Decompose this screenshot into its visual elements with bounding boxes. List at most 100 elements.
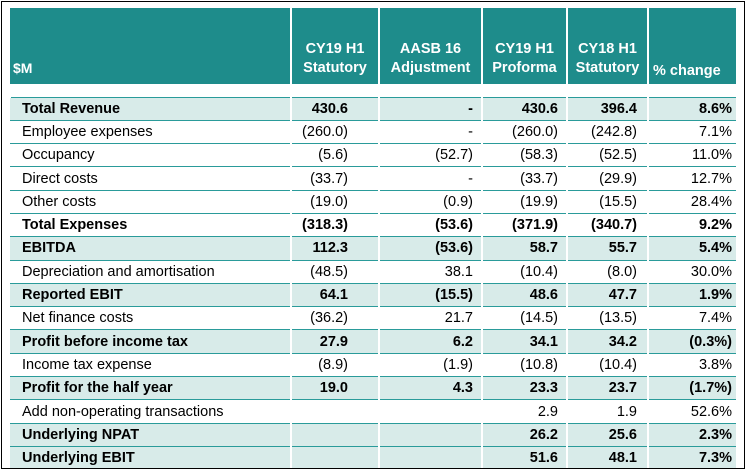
pct-change-value: 52.6% bbox=[647, 399, 736, 424]
row-label: Reported EBIT bbox=[10, 283, 291, 308]
cy19-statutory-value: (8.9) bbox=[290, 353, 379, 378]
row-label: Direct costs bbox=[10, 166, 291, 191]
table-row: Net finance costs (36.2) 21.7 (14.5) (13.5) 7… bbox=[10, 306, 736, 331]
cy19-proforma-value: 48.6 bbox=[481, 283, 567, 308]
cy19-proforma-value: (58.3) bbox=[481, 143, 567, 168]
header-cy18-statutory: CY18 H1 Statutory bbox=[566, 8, 648, 84]
aasb16-adjustment-value: 21.7 bbox=[378, 306, 482, 331]
cy19-statutory-value: 19.0 bbox=[290, 376, 379, 401]
cy19-proforma-value: (33.7) bbox=[481, 166, 567, 191]
row-label: Underlying EBIT bbox=[10, 446, 291, 468]
cy19-statutory-value bbox=[290, 446, 379, 468]
aasb16-adjustment-value: (15.5) bbox=[378, 283, 482, 308]
cy19-statutory-value: (260.0) bbox=[290, 120, 379, 145]
cy19-proforma-value: (260.0) bbox=[481, 120, 567, 145]
cy19-statutory-value: 430.6 bbox=[290, 96, 379, 121]
table-row: Employee expenses (260.0) - (260.0) (242.8) 7… bbox=[10, 120, 736, 145]
table-row: Profit for the half year 19.0 4.3 23.3 23.7(… bbox=[10, 376, 736, 401]
pct-change-value: 11.0% bbox=[647, 143, 736, 168]
header-cy19-statutory: CY19 H1 Statutory bbox=[290, 8, 379, 84]
cy18-statutory-value: (13.5) bbox=[566, 306, 648, 331]
cy19-proforma-value: (10.4) bbox=[481, 260, 567, 284]
cy18-statutory-value: 34.2 bbox=[566, 329, 648, 354]
cy19-proforma-value: (19.9) bbox=[481, 190, 567, 214]
row-label: Net finance costs bbox=[10, 306, 291, 331]
header-label: $M bbox=[10, 8, 291, 84]
table-row: Total Revenue 430.6-430.6 396.4 8.6% bbox=[10, 96, 736, 121]
row-label: Other costs bbox=[10, 190, 291, 214]
row-label: Depreciation and amortisation bbox=[10, 260, 291, 284]
table-row: Depreciation and amortisation (48.5) 38.1(… bbox=[10, 260, 736, 284]
aasb16-adjustment-value: (53.6) bbox=[378, 236, 482, 261]
aasb16-adjustment-value: (53.6) bbox=[378, 213, 482, 238]
cy19-statutory-value: (48.5) bbox=[290, 260, 379, 284]
cy18-statutory-value: (52.5) bbox=[566, 143, 648, 168]
aasb16-adjustment-value: - bbox=[378, 120, 482, 145]
table-row: Reported EBIT 64.1 (15.5) 48.6 47.7 1.9% bbox=[10, 283, 736, 308]
row-label: Profit for the half year bbox=[10, 376, 291, 401]
cy18-statutory-value: 47.7 bbox=[566, 283, 648, 308]
cy19-proforma-value: 58.7 bbox=[481, 236, 567, 261]
cy18-statutory-value: 1.9 bbox=[566, 399, 648, 424]
header-aasb16-adjustment: AASB 16 Adjustment bbox=[378, 8, 482, 84]
aasb16-adjustment-value bbox=[378, 423, 482, 447]
cy19-proforma-value: (10.8) bbox=[481, 353, 567, 378]
pct-change-value: 2.3% bbox=[647, 423, 736, 447]
table-row: Add non-operating transactions 2.9 1.9 52.6… bbox=[10, 399, 736, 424]
cy18-statutory-value: (340.7) bbox=[566, 213, 648, 238]
cy19-proforma-value: (371.9) bbox=[481, 213, 567, 238]
cy19-statutory-value bbox=[290, 399, 379, 424]
aasb16-adjustment-value: (1.9) bbox=[378, 353, 482, 378]
cy18-statutory-value: 23.7 bbox=[566, 376, 648, 401]
table-row: Underlying NPAT 26.2 25.6 2.3% bbox=[10, 423, 736, 447]
aasb16-adjustment-value: (52.7) bbox=[378, 143, 482, 168]
pct-change-value: 1.9% bbox=[647, 283, 736, 308]
cy19-statutory-value: (19.0) bbox=[290, 190, 379, 214]
cy19-statutory-value: (318.3) bbox=[290, 213, 379, 238]
cy19-statutory-value bbox=[290, 423, 379, 447]
pct-change-value: 3.8% bbox=[647, 353, 736, 378]
cy18-statutory-value: 396.4 bbox=[566, 96, 648, 121]
cy18-statutory-value: 48.1 bbox=[566, 446, 648, 468]
row-label: Employee expenses bbox=[10, 120, 291, 145]
cy19-statutory-value: 112.3 bbox=[290, 236, 379, 261]
cy18-statutory-value: (15.5) bbox=[566, 190, 648, 214]
aasb16-adjustment-value: - bbox=[378, 96, 482, 121]
table-row: Other costs (19.0) (0.9) (19.9) (15.5) 28.4% bbox=[10, 190, 736, 214]
header-cy19-proforma: CY19 H1 Proforma bbox=[481, 8, 567, 84]
cy19-statutory-value: (5.6) bbox=[290, 143, 379, 168]
pct-change-value: 5.4% bbox=[647, 236, 736, 261]
row-label: Occupancy bbox=[10, 143, 291, 168]
cy19-proforma-value: 430.6 bbox=[481, 96, 567, 121]
pct-change-value: 9.2% bbox=[647, 213, 736, 238]
pct-change-value: 12.7% bbox=[647, 166, 736, 191]
cy19-proforma-value: 2.9 bbox=[481, 399, 567, 424]
pct-change-value: 7.3% bbox=[647, 446, 736, 468]
cy19-statutory-value: (33.7) bbox=[290, 166, 379, 191]
row-label: Total Expenses bbox=[10, 213, 291, 238]
table-row: Occupancy (5.6) (52.7) (58.3) (52.5) 11.0% bbox=[10, 143, 736, 168]
row-label: Income tax expense bbox=[10, 353, 291, 378]
cy18-statutory-value: (8.0) bbox=[566, 260, 648, 284]
cy19-proforma-value: 51.6 bbox=[481, 446, 567, 468]
financial-summary-table: $M CY19 H1 Statutory AASB 16 Adjustment CY… bbox=[9, 8, 736, 468]
row-label: EBITDA bbox=[10, 236, 291, 261]
row-label: Add non-operating transactions bbox=[10, 399, 291, 424]
aasb16-adjustment-value bbox=[378, 446, 482, 468]
cy18-statutory-value: 25.6 bbox=[566, 423, 648, 447]
cy19-proforma-value: (14.5) bbox=[481, 306, 567, 331]
cy19-statutory-value: 64.1 bbox=[290, 283, 379, 308]
row-label: Profit before income tax bbox=[10, 329, 291, 354]
aasb16-adjustment-value bbox=[378, 399, 482, 424]
cy19-proforma-value: 34.1 bbox=[481, 329, 567, 354]
aasb16-adjustment-value: 4.3 bbox=[378, 376, 482, 401]
table-row: Total Expenses (318.3) (53.6) (371.9) (340.7… bbox=[10, 213, 736, 238]
spacer-row bbox=[9, 84, 736, 98]
pct-change-value: 7.4% bbox=[647, 306, 736, 331]
table-row: Underlying EBIT 51.6 48.1 7.3% bbox=[10, 446, 736, 468]
cy18-statutory-value: (10.4) bbox=[566, 353, 648, 378]
cy18-statutory-value: 55.7 bbox=[566, 236, 648, 261]
aasb16-adjustment-value: 38.1 bbox=[378, 260, 482, 284]
pct-change-value: 8.6% bbox=[647, 96, 736, 121]
